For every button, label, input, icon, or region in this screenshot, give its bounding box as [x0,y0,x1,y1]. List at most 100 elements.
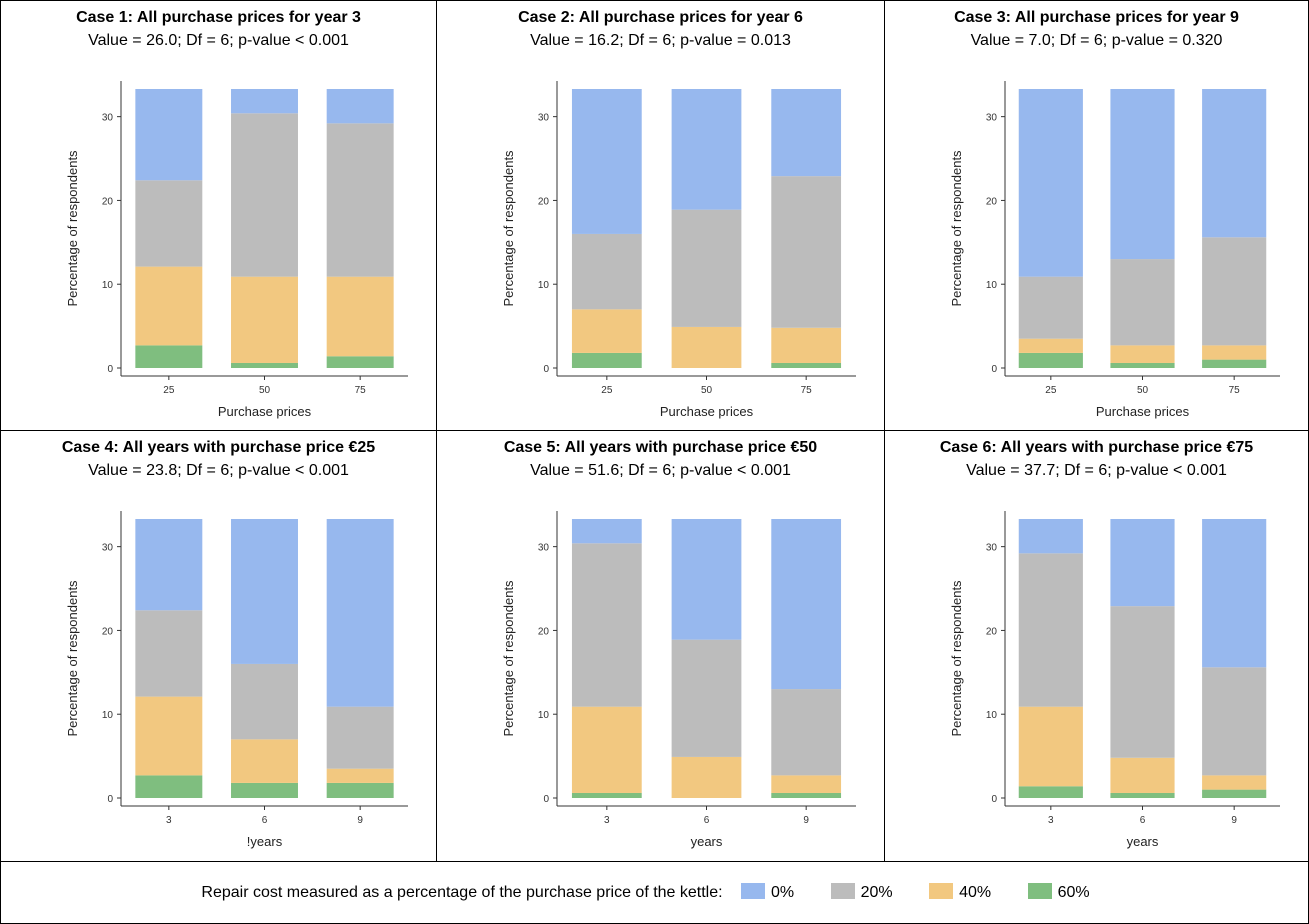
case-3-title: Case 3: All purchase prices for year 9 [954,9,1239,26]
y-tick-label: 0 [543,364,549,375]
bar-segment-60pct-9 [1202,789,1267,798]
bar-segment-20pct-3 [1018,553,1083,707]
y-tick-label: 10 [102,280,114,291]
bar-segment-20pct-9 [326,706,394,769]
bar-segment-40pct-50 [671,326,742,368]
bar-segment-20pct-25 [571,233,642,310]
case-2-stats: Value = 16.2; Df = 6; p-value = 0.013 [530,32,791,49]
case-2-panel: Case 2: All purchase prices for year 6 V… [436,0,885,431]
bar-segment-40pct-75 [1202,345,1267,360]
case-4-title: Case 4: All years with purchase price €2… [61,439,376,456]
case-1-title: Case 1: All purchase prices for year 3 [76,9,361,26]
bar-segment-0pct-75 [771,89,842,177]
x-tick-label: 6 [262,815,268,826]
y-tick-label: 30 [538,543,550,554]
bar-segment-20pct-9 [1202,667,1267,776]
y-tick-label: 0 [107,794,113,805]
bar-segment-0pct-9 [1202,519,1267,668]
x-axis-label: years [1127,834,1159,849]
bar-segment-0pct-3 [571,519,642,544]
bar-segment-60pct-9 [326,782,394,798]
x-tick-label: 6 [704,815,710,826]
bar-segment-60pct-50 [1110,362,1175,368]
y-axis-label: Percentage of respondents [65,580,80,737]
legend-item-40pct: 40% [929,883,1009,902]
y-tick-label: 30 [986,113,998,124]
legend-label-60pct: 60% [1057,884,1090,901]
bar-segment-20pct-50 [231,113,298,277]
bar-segment-0pct-50 [671,89,742,210]
bar-segment-40pct-9 [1202,775,1267,790]
x-axis-label: years [691,834,723,849]
x-axis-label: Purchase prices [660,404,754,419]
bar-segment-40pct-75 [326,276,394,357]
bar-segment-60pct-75 [1202,359,1267,368]
y-tick-label: 10 [102,710,114,721]
bar-segment-40pct-75 [771,327,842,363]
y-axis-label: Percentage of respondents [949,580,964,737]
x-tick-label: 75 [801,385,813,396]
y-axis-label: Percentage of respondents [501,150,516,307]
case-3-chart: 0 10 20 30 Percentage of respondents 25 50 75 Pu… [949,81,1280,419]
bar-segment-0pct-6 [231,519,298,664]
bar-segment-0pct-25 [135,89,203,181]
bar-segment-40pct-3 [571,706,642,793]
bar-segment-40pct-3 [135,696,203,776]
y-tick-label: 10 [986,710,998,721]
bar-segment-40pct-6 [231,739,298,783]
bar-segment-20pct-75 [326,123,394,277]
bar-segment-0pct-50 [1110,89,1175,260]
case-6-title: Case 6: All years with purchase price €7… [939,439,1254,456]
bar-segment-0pct-9 [326,519,394,707]
case-1-chart: 0 10 20 30 Percentage of respondents 25 50 75 Pu… [65,81,408,419]
y-tick-label: 0 [991,364,997,375]
y-tick-label: 0 [107,364,113,375]
bar-segment-0pct-75 [326,89,394,124]
x-axis-label: Purchase prices [218,404,312,419]
bar-segment-40pct-50 [231,276,298,363]
bar-segment-0pct-25 [1018,89,1083,277]
bar-segment-60pct-3 [135,775,203,798]
y-tick-label: 0 [543,794,549,805]
case-5-stats: Value = 51.6; Df = 6; p-value < 0.001 [530,462,791,479]
x-tick-label: 50 [259,385,271,396]
case-6-chart: 0 10 20 30 Percentage of respondents 3 6 9 years [949,511,1280,849]
x-tick-label: 75 [1229,385,1241,396]
bar-segment-0pct-3 [1018,519,1083,554]
bar-segment-40pct-3 [1018,706,1083,787]
bar-segment-40pct-6 [671,756,742,798]
bar-segment-60pct-25 [135,345,203,368]
bar-segment-40pct-6 [1110,757,1175,793]
bar-segment-60pct-6 [1110,792,1175,798]
bar-segment-40pct-9 [771,775,842,793]
legend-swatch-0pct [741,883,766,899]
legend-swatch-60pct [1027,883,1052,899]
bar-segment-20pct-6 [671,639,742,757]
legend-item-0pct: 0% [741,883,812,902]
bar-segment-20pct-3 [571,543,642,707]
bar-segment-0pct-25 [571,89,642,234]
y-axis-label: Percentage of respondents [501,580,516,737]
bar-segment-60pct-25 [571,352,642,368]
bar-segment-20pct-3 [135,610,203,697]
case-6-panel: Case 6: All years with purchase price €7… [884,430,1309,862]
bar-segment-60pct-75 [771,362,842,368]
bar-segment-0pct-3 [135,519,203,611]
legend-label-20pct: 20% [860,884,893,901]
bar-segment-40pct-25 [135,266,203,346]
bar-segment-40pct-9 [326,768,394,783]
bar-segment-60pct-6 [231,782,298,798]
bar-segment-40pct-50 [1110,345,1175,363]
x-tick-label: 50 [701,385,713,396]
legend-swatch-20pct [830,883,855,899]
x-tick-label: 25 [1045,385,1057,396]
y-tick-label: 30 [102,543,114,554]
y-tick-label: 20 [102,626,114,637]
x-tick-label: 3 [1048,815,1054,826]
x-tick-label: 75 [355,385,367,396]
bar-segment-20pct-6 [1110,606,1175,758]
case-5-chart: 0 10 20 30 Percentage of respondents 3 6 9 years [501,511,856,849]
case-3-stats: Value = 7.0; Df = 6; p-value = 0.320 [970,32,1223,49]
x-tick-label: 25 [163,385,175,396]
